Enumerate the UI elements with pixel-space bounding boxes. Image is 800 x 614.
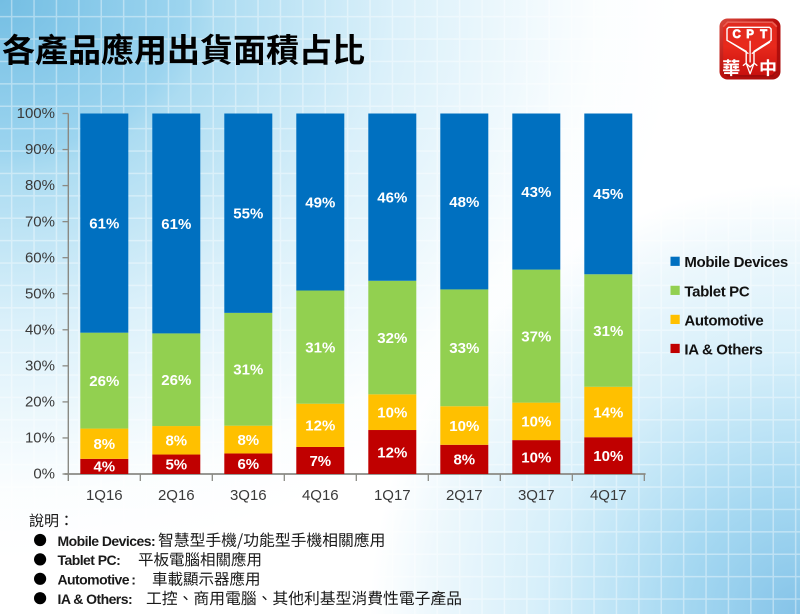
svg-text:10%: 10% [521,449,551,466]
svg-text:14%: 14% [593,404,623,421]
svg-text:8%: 8% [93,436,115,453]
svg-text:45%: 45% [593,186,623,203]
svg-text:Tablet PC: Tablet PC [684,283,749,300]
svg-text:Mobile Devices:: Mobile Devices: [58,533,156,549]
svg-text:0%: 0% [33,466,55,483]
svg-text:70%: 70% [25,213,55,230]
svg-text:7%: 7% [309,453,331,470]
svg-text:33%: 33% [449,340,479,357]
svg-text:30%: 30% [25,357,55,374]
svg-text:10%: 10% [449,418,479,435]
svg-text:61%: 61% [161,216,191,233]
svg-text:IA & Others:: IA & Others: [58,591,133,607]
svg-text:1Q16: 1Q16 [86,487,123,504]
svg-text:5%: 5% [165,457,187,474]
svg-text:IA & Others: IA & Others [684,341,762,358]
svg-text:4Q16: 4Q16 [302,487,339,504]
svg-text:37%: 37% [521,328,551,345]
svg-text:3Q16: 3Q16 [230,487,267,504]
svg-text:55%: 55% [233,205,263,222]
svg-text:31%: 31% [593,323,623,340]
svg-text:50%: 50% [25,285,55,302]
svg-text:P: P [746,29,754,41]
svg-text:60%: 60% [25,249,55,266]
svg-text:20%: 20% [25,394,55,411]
svg-text:8%: 8% [237,432,259,449]
svg-text:8%: 8% [165,433,187,450]
svg-text:Automotive :: Automotive : [58,572,136,588]
svg-text:43%: 43% [521,184,551,201]
svg-text:26%: 26% [89,373,119,390]
svg-text:31%: 31% [233,362,263,379]
svg-text:6%: 6% [237,456,259,473]
svg-text:C: C [733,29,741,41]
svg-text:90%: 90% [25,141,55,158]
svg-text:12%: 12% [305,418,335,435]
svg-text:10%: 10% [593,448,623,465]
svg-text:49%: 49% [305,194,335,211]
svg-text:10%: 10% [521,414,551,431]
svg-text:46%: 46% [377,189,407,206]
svg-text:4%: 4% [93,459,115,476]
svg-text:Mobile Devices: Mobile Devices [684,254,787,271]
svg-text:80%: 80% [25,177,55,194]
svg-text:Automotive: Automotive [684,312,763,329]
svg-text:1Q17: 1Q17 [374,487,411,504]
svg-text:48%: 48% [449,194,479,211]
svg-text:61%: 61% [89,215,119,232]
svg-text:Tablet PC:: Tablet PC: [58,552,121,568]
svg-text:2Q16: 2Q16 [158,487,195,504]
svg-text:8%: 8% [453,452,475,469]
svg-text:4Q17: 4Q17 [590,487,627,504]
svg-text:100%: 100% [17,105,55,122]
svg-text:T: T [760,29,767,41]
svg-text:26%: 26% [161,372,191,389]
svg-text:10%: 10% [25,430,55,447]
svg-text:31%: 31% [305,339,335,356]
svg-text:3Q17: 3Q17 [518,487,555,504]
svg-text:32%: 32% [377,330,407,347]
svg-text:10%: 10% [377,404,407,421]
svg-text:2Q17: 2Q17 [446,487,483,504]
svg-text:12%: 12% [377,444,407,461]
svg-text:40%: 40% [25,321,55,338]
